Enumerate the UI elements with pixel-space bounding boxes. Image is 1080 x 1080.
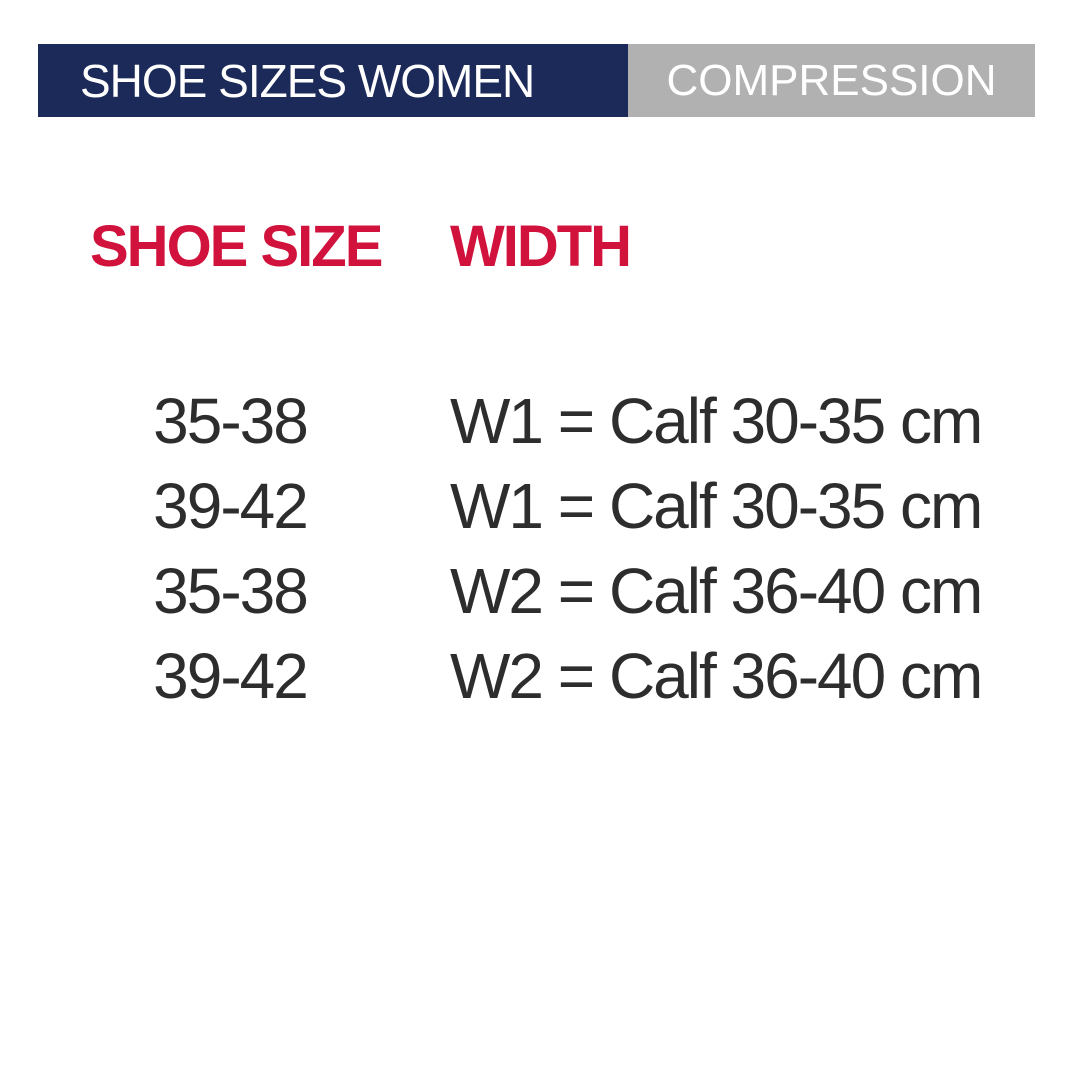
width-value: W2 = Calf 36-40 cm (450, 639, 983, 712)
shoe-size-value: 35-38 (153, 384, 309, 457)
shoe-size-value: 35-38 (153, 554, 309, 627)
width-value: W1 = Calf 30-35 cm (450, 469, 983, 542)
tab-shoe-sizes-women-label: SHOE SIZES WOMEN (80, 54, 535, 107)
tab-compression: COMPRESSION (628, 44, 1035, 117)
table-row: 35-38 W1 = Calf 30-35 cm (0, 378, 1080, 463)
width-value: W1 = Calf 30-35 cm (450, 384, 983, 457)
tab-compression-label: COMPRESSION (666, 55, 997, 105)
tab-shoe-sizes-women: SHOE SIZES WOMEN (38, 44, 628, 117)
width-value: W2 = Calf 36-40 cm (450, 554, 983, 627)
size-table-body: 35-38 W1 = Calf 30-35 cm 39-42 W1 = Calf… (0, 378, 1080, 718)
shoe-size-value: 39-42 (153, 469, 309, 542)
column-header-width: WIDTH (450, 214, 632, 279)
header-bar: SHOE SIZES WOMEN COMPRESSION (38, 44, 1035, 117)
table-row: 39-42 W1 = Calf 30-35 cm (0, 463, 1080, 548)
table-row: 35-38 W2 = Calf 36-40 cm (0, 548, 1080, 633)
table-row: 39-42 W2 = Calf 36-40 cm (0, 633, 1080, 718)
column-header-shoe-size: SHOE SIZE (90, 214, 383, 279)
shoe-size-value: 39-42 (153, 639, 309, 712)
